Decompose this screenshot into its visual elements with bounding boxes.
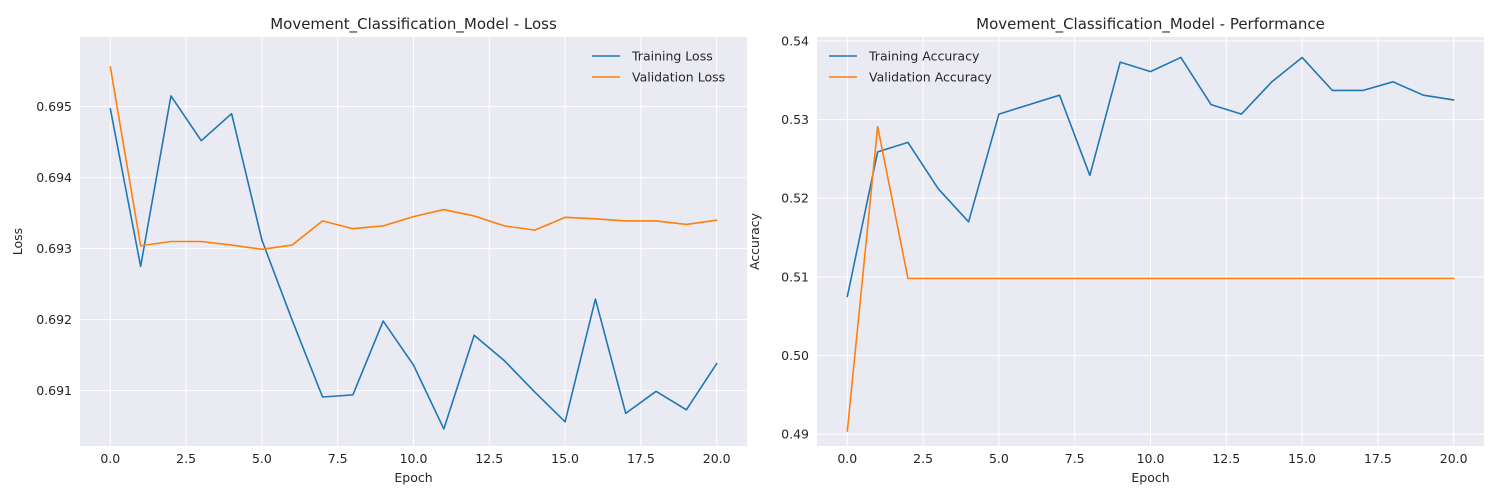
accuracy-y-tick-label: 0.53: [781, 112, 809, 127]
accuracy-legend-label-0: Training Accuracy: [868, 49, 980, 64]
loss-x-tick-label: 20.0: [703, 451, 731, 466]
loss-legend: Training Loss Validation Loss: [592, 49, 725, 85]
loss-series-line-1: [109, 66, 718, 251]
accuracy-x-tick-label: 5.0: [989, 451, 1009, 466]
accuracy-y-tick-label: 0.49: [781, 427, 809, 442]
loss-chart: 0.0 2.5 5.0 7.5 10.0 12.5 15.0 17.5 20.0 0.691 0.6…: [10, 15, 747, 485]
loss-x-tick-label: 7.5: [328, 451, 348, 466]
loss-legend-label-1: Validation Loss: [632, 70, 725, 85]
loss-y-axis-label: Loss: [10, 228, 25, 255]
loss-series-lines: [109, 66, 718, 430]
accuracy-gridlines: [817, 37, 1484, 446]
accuracy-x-axis-label: Epoch: [1131, 470, 1169, 485]
accuracy-y-tick-label: 0.52: [781, 191, 809, 206]
loss-y-tick-label: 0.695: [36, 99, 72, 114]
accuracy-y-tick-label: 0.54: [781, 33, 809, 48]
loss-x-tick-label: 12.5: [475, 451, 503, 466]
accuracy-x-tick-label: 15.0: [1288, 451, 1316, 466]
accuracy-x-tick-label: 0.0: [837, 451, 857, 466]
loss-tick-labels: 0.0 2.5 5.0 7.5 10.0 12.5 15.0 17.5 20.0 0.691 0.6…: [36, 99, 730, 466]
loss-y-tick-label: 0.693: [36, 241, 72, 256]
loss-y-tick-label: 0.692: [36, 312, 72, 327]
accuracy-legend-label-1: Validation Accuracy: [869, 70, 992, 85]
accuracy-series-lines: [846, 56, 1455, 432]
accuracy-y-axis-label: Accuracy: [747, 212, 762, 270]
accuracy-legend: Training Accuracy Validation Accuracy: [829, 49, 992, 85]
loss-x-tick-label: 15.0: [551, 451, 579, 466]
loss-x-tick-label: 17.5: [627, 451, 655, 466]
accuracy-x-tick-label: 2.5: [913, 451, 933, 466]
loss-legend-label-0: Training Loss: [631, 49, 713, 64]
loss-chart-title: Movement_Classification_Model - Loss: [270, 15, 557, 34]
loss-x-tick-label: 2.5: [176, 451, 196, 466]
accuracy-chart: 0.0 2.5 5.0 7.5 10.0 12.5 15.0 17.5 20.0 0.49 0.50…: [747, 15, 1484, 485]
loss-x-tick-label: 5.0: [252, 451, 272, 466]
loss-series-line-0: [109, 95, 718, 430]
accuracy-series-line-0: [846, 56, 1455, 298]
accuracy-x-tick-label: 20.0: [1440, 451, 1468, 466]
accuracy-y-tick-label: 0.50: [781, 348, 809, 363]
accuracy-y-tick-label: 0.51: [781, 269, 809, 284]
loss-x-tick-label: 10.0: [400, 451, 428, 466]
loss-x-axis-label: Epoch: [394, 470, 432, 485]
loss-y-tick-label: 0.694: [36, 170, 72, 185]
accuracy-x-tick-label: 12.5: [1212, 451, 1240, 466]
accuracy-x-tick-label: 10.0: [1137, 451, 1165, 466]
accuracy-x-tick-label: 7.5: [1065, 451, 1085, 466]
loss-x-tick-label: 0.0: [100, 451, 120, 466]
accuracy-tick-labels: 0.0 2.5 5.0 7.5 10.0 12.5 15.0 17.5 20.0 0.49 0.50…: [781, 33, 1467, 466]
accuracy-series-line-1: [846, 125, 1455, 432]
loss-y-tick-label: 0.691: [36, 383, 72, 398]
accuracy-x-tick-label: 17.5: [1364, 451, 1392, 466]
accuracy-chart-title: Movement_Classification_Model - Performa…: [976, 15, 1325, 34]
